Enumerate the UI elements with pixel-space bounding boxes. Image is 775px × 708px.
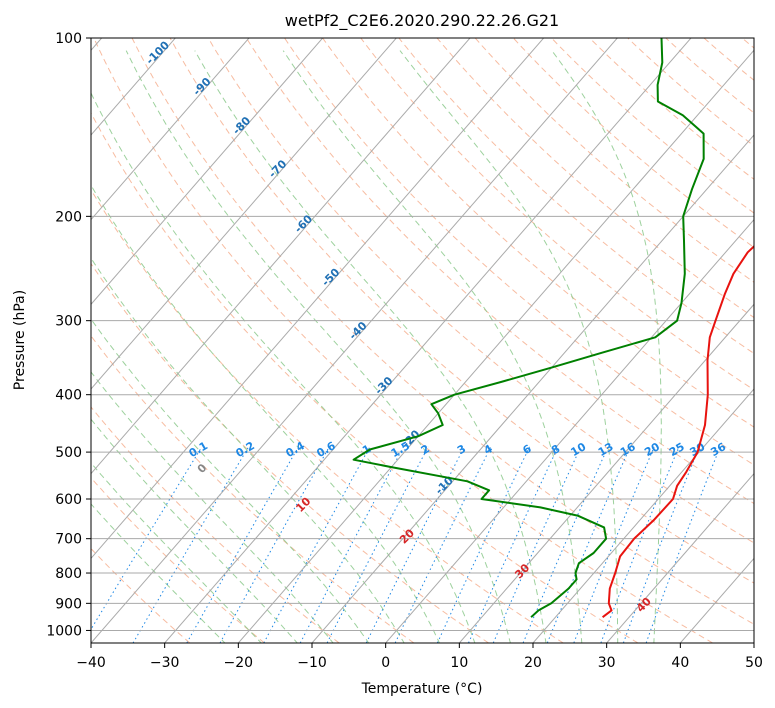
isotherms xyxy=(91,38,754,643)
dry-adiabat-line xyxy=(91,111,639,643)
y-tick-label: 400 xyxy=(55,388,82,404)
dry-adiabat-line xyxy=(207,38,754,544)
isotherm-line xyxy=(606,472,754,643)
dry-adiabat-line xyxy=(512,38,754,249)
isotherm-line xyxy=(91,38,398,390)
moist-adiabat-line xyxy=(399,50,619,643)
dry-adiabat-line xyxy=(93,38,713,643)
y-tick-label: 800 xyxy=(55,566,82,582)
mixing-ratio-line xyxy=(573,446,655,643)
mixing-ratio-line xyxy=(263,446,371,643)
isotherm-line xyxy=(91,38,250,221)
mixing-ratio-line xyxy=(219,446,330,643)
dry-adiabat-line xyxy=(322,38,754,428)
x-tick-label: 0 xyxy=(381,655,390,671)
isotherm-line xyxy=(91,38,545,560)
sounding-profiles xyxy=(352,38,754,618)
mixing-ratio-line xyxy=(91,446,203,631)
moist-adiabat-line xyxy=(551,50,662,643)
x-tick-label: −30 xyxy=(150,655,180,671)
temperature-profile-line xyxy=(601,244,754,618)
y-tick-label: 100 xyxy=(55,31,82,47)
dry-adiabat-line xyxy=(436,38,754,319)
moist-adiabat-line xyxy=(91,318,370,643)
dry-adiabat-line xyxy=(245,38,754,505)
x-tick-label: 30 xyxy=(598,655,616,671)
plot-frame xyxy=(90,37,755,644)
mixing-ratio-line xyxy=(132,446,250,643)
y-tick-label: 900 xyxy=(55,596,82,612)
moist-adiabat-line xyxy=(91,257,405,643)
isotherm-line xyxy=(237,49,754,643)
x-tick-label: 40 xyxy=(671,655,689,671)
isotherm-line xyxy=(91,38,324,306)
mixing-ratio-lines xyxy=(91,446,721,643)
moist-adiabat-line xyxy=(125,50,511,643)
mixing-ratio-line xyxy=(600,446,680,643)
moist-adiabat-line xyxy=(91,184,441,643)
moist-adiabat-line xyxy=(91,371,334,643)
moist-adiabats xyxy=(91,50,662,643)
chart-title: wetPf2_C2E6.2020.290.22.26.G21 xyxy=(285,11,559,31)
isotherm-line xyxy=(91,38,177,136)
dry-adiabat-line xyxy=(398,38,754,355)
x-axis: −40 −30 −20 −10 0 10 20 30 40 50 xyxy=(76,643,763,671)
moist-adiabat-line xyxy=(91,91,476,643)
y-tick-label: 700 xyxy=(55,532,82,548)
moist-adiabat-line xyxy=(91,418,298,643)
y-axis-title: Pressure (hPa) xyxy=(12,290,28,390)
moist-adiabat-line xyxy=(91,462,262,643)
x-tick-label: −20 xyxy=(224,655,254,671)
x-tick-label: 10 xyxy=(450,655,468,671)
y-axis: 100 200 300 400 500 600 700 800 900 1000 xyxy=(46,31,91,639)
mixing-ratio-line xyxy=(522,446,609,643)
dry-adiabat-line xyxy=(283,38,754,466)
isotherm-line xyxy=(91,38,619,643)
y-tick-label: 600 xyxy=(55,492,82,508)
x-tick-label: −10 xyxy=(297,655,327,671)
isotherm-line xyxy=(311,134,754,643)
mixing-ratio-line xyxy=(436,446,531,643)
mixing-ratio-line xyxy=(186,446,299,643)
x-tick-label: −40 xyxy=(76,655,106,671)
pressure-gridlines xyxy=(91,38,754,631)
isotherm-line xyxy=(164,38,692,643)
x-tick-label: 50 xyxy=(745,655,763,671)
x-tick-label: 20 xyxy=(524,655,542,671)
isotherm-line xyxy=(385,218,754,643)
y-tick-label: 500 xyxy=(55,445,82,461)
y-tick-label: 300 xyxy=(55,314,82,330)
plot-area: -100-90-80-70-60-50-40-30-20-100.1 0.2 0.4… xyxy=(91,38,754,643)
y-tick-label: 1000 xyxy=(46,623,82,639)
x-axis-title: Temperature (°C) xyxy=(361,681,483,697)
dry-adiabat-line xyxy=(474,38,754,283)
isotherm-line xyxy=(91,38,471,475)
moist-adiabat-line xyxy=(282,50,583,643)
y-tick-label: 200 xyxy=(55,209,82,225)
dewpoint-profile-line xyxy=(352,38,705,618)
isotherm-line xyxy=(532,388,754,643)
moist-adiabat-line xyxy=(194,50,547,643)
isotherm-line xyxy=(458,303,754,643)
mixing-ratio-line xyxy=(299,446,404,643)
